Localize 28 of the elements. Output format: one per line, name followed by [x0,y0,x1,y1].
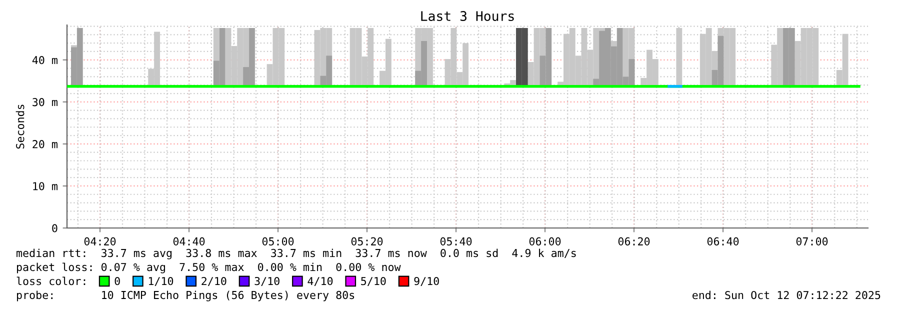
y-tick-label: 40 m [32,56,58,64]
x-tick-label: 07:00 [796,237,828,246]
legend-label: 2/10 [202,276,226,286]
y-tick-label: 30 m [32,98,58,106]
legend-label: 0 [114,276,120,286]
legend-label: 3/10 [254,276,280,286]
y-axis-title: Seconds [16,104,24,149]
legend-title: loss color: [16,276,86,286]
x-tick-label: 06:00 [529,237,561,246]
x-tick-label: 06:20 [618,237,650,246]
legend-label: 4/10 [308,276,333,286]
legend-label: 1/10 [148,276,174,286]
text: end: Sun Oct 12 07:12:22 2025 [692,290,880,300]
text: packet loss: 0.07 % avg 7.50 % max 0.00 % min 0.00 % now [17,262,401,274]
legend-label: 5/10 [361,276,386,286]
legend-label: 9/10 [414,276,439,286]
x-tick-label: 05:40 [440,237,472,246]
x-tick-label: 05:20 [351,237,383,246]
text: median rtt: 33.7 ms avg 33.8 ms max 33.7 ms min 33.7 ms now 0.0 ms sd 4.9 k am/s [16,248,576,260]
text: probe: 10 ICMP Echo Pings (56 Bytes) every 80s [17,290,354,302]
y-tick-label: 0 [52,224,58,232]
y-tick-label: 20 m [32,140,58,148]
y-tick-label: 10 m [33,182,58,190]
chart-title: Last 3 Hours [421,11,514,22]
x-tick-label: 05:00 [262,237,294,246]
x-tick-label: 04:40 [173,237,205,246]
x-tick-label: 04:20 [84,237,116,246]
x-tick-label: 06:40 [707,237,739,246]
